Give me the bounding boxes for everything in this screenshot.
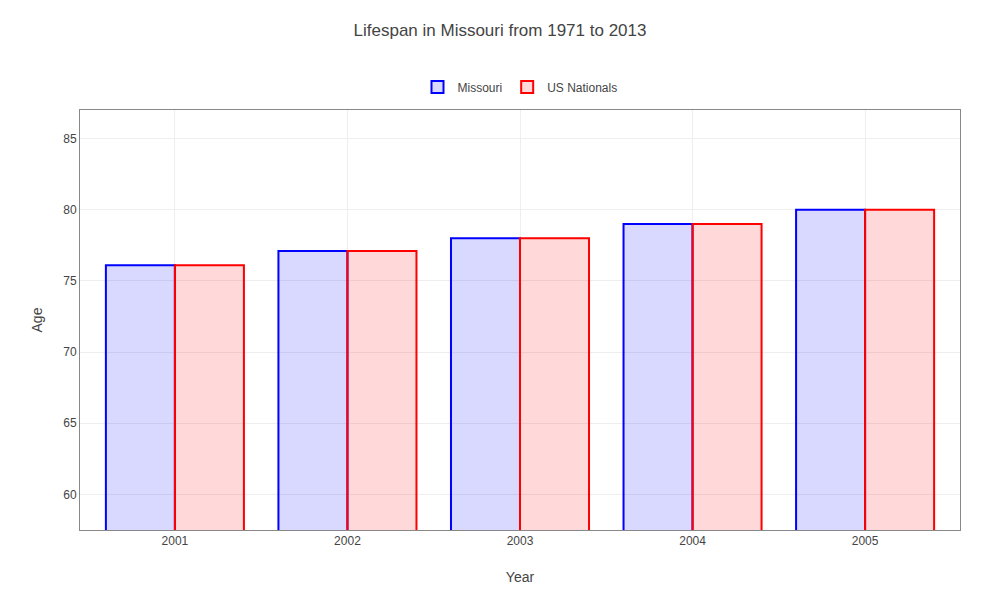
svg-text:Year: Year <box>506 569 535 585</box>
svg-text:2004: 2004 <box>679 534 706 548</box>
svg-text:85: 85 <box>63 132 77 146</box>
svg-text:2001: 2001 <box>162 534 189 548</box>
svg-text:Lifespan in Missouri from 1971: Lifespan in Missouri from 1971 to 2013 <box>354 21 647 40</box>
svg-text:80: 80 <box>63 203 77 217</box>
svg-text:65: 65 <box>63 416 77 430</box>
svg-text:2002: 2002 <box>334 534 361 548</box>
svg-text:Age: Age <box>29 307 45 332</box>
svg-text:2003: 2003 <box>507 534 534 548</box>
svg-text:60: 60 <box>63 488 77 502</box>
svg-text:2005: 2005 <box>852 534 879 548</box>
svg-text:70: 70 <box>63 345 77 359</box>
svg-text:Missouri: Missouri <box>458 81 503 95</box>
svg-text:US Nationals: US Nationals <box>547 81 617 95</box>
svg-text:75: 75 <box>63 274 77 288</box>
